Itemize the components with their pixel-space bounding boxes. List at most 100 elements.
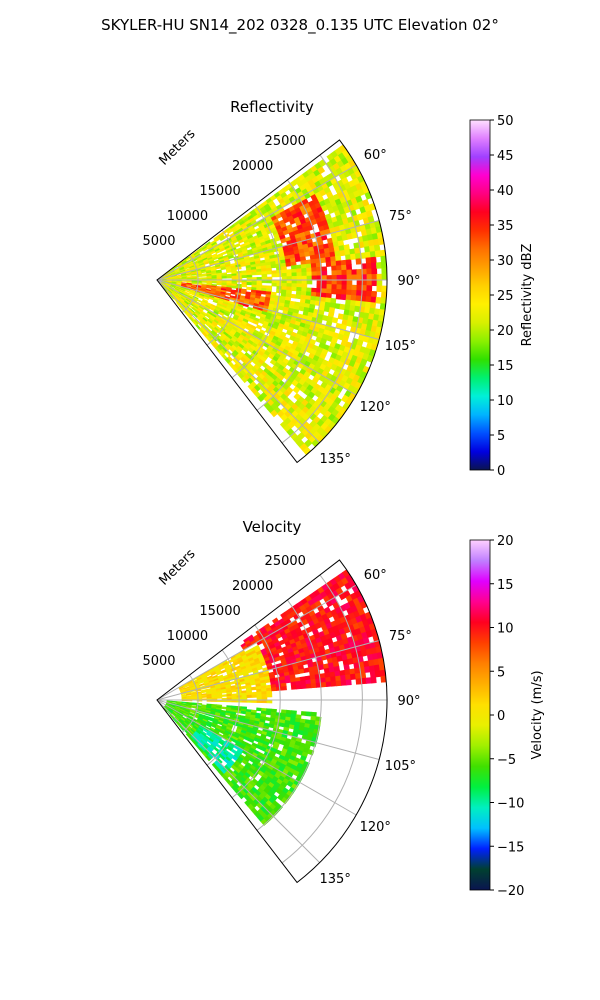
radar-cell <box>221 276 228 279</box>
radar-cell <box>203 296 210 301</box>
radar-cell <box>296 272 303 277</box>
radar-cell <box>326 288 333 295</box>
colorbar-tick-label: 10 <box>497 622 514 637</box>
radar-cell <box>216 696 223 699</box>
angle-tick-label: 60° <box>364 568 387 583</box>
radar-cell <box>326 275 333 281</box>
colorbar-tick-label: 20 <box>497 324 514 339</box>
radar-cell <box>345 294 352 301</box>
radar-cell <box>266 270 273 275</box>
colorbar-tick-label: 15 <box>497 359 514 374</box>
radar-cell <box>346 284 353 291</box>
radar-cell <box>320 681 327 688</box>
radar-cell <box>301 283 308 289</box>
radar-cell <box>305 711 312 717</box>
radar-cell <box>331 270 338 276</box>
radar-cell <box>371 268 378 275</box>
radar-cell <box>191 282 198 285</box>
radar-cell <box>221 706 227 710</box>
radar-cell <box>340 679 347 686</box>
range-tick-label: 25000 <box>265 554 306 569</box>
radar-cell <box>281 282 288 288</box>
radar-cell <box>201 274 208 277</box>
colorbar-tick-label: 50 <box>497 114 514 129</box>
radar-cell <box>330 256 337 263</box>
radar-cell <box>186 280 193 283</box>
radar-cell <box>371 279 378 287</box>
radar-cell <box>257 394 265 403</box>
radar-cell <box>370 256 377 264</box>
colorbar-tick-label: 40 <box>497 184 514 199</box>
radar-cell <box>295 294 302 300</box>
angle-tick-label: 60° <box>364 148 387 163</box>
radar-cell <box>276 269 283 275</box>
radar-cell <box>356 284 363 292</box>
radar-cell <box>260 290 267 295</box>
radar-cell <box>231 285 238 289</box>
radar-cell <box>226 269 232 274</box>
radar-cell <box>340 259 347 266</box>
angle-tick-label: 135° <box>320 452 351 467</box>
angle-tick-label: 105° <box>385 339 416 354</box>
radar-cell <box>310 262 317 269</box>
radar-cell <box>346 279 353 286</box>
radar-cell <box>291 283 298 288</box>
radar-cell <box>341 284 348 291</box>
radar-cell <box>225 288 232 293</box>
radar-cell <box>330 260 337 267</box>
radar-cell <box>281 276 288 281</box>
radar-cell <box>250 686 257 691</box>
radar-cell <box>376 279 383 287</box>
angle-tick-label: 120° <box>360 820 391 835</box>
radar-cell <box>373 244 381 252</box>
radar-cell <box>301 279 308 285</box>
radar-cell <box>256 271 263 276</box>
radar-cell <box>340 294 347 301</box>
radar-cell <box>321 279 328 285</box>
range-tick-label: 10000 <box>167 209 208 224</box>
radar-cell <box>330 676 337 683</box>
radar-cell <box>354 300 362 308</box>
radar-cell <box>331 274 338 281</box>
colorbar-tick-label: 0 <box>497 464 505 479</box>
radar-cell <box>270 409 278 418</box>
radar-cell <box>371 262 378 270</box>
radar-cell <box>336 279 343 286</box>
radar-cell <box>276 273 283 278</box>
radar-cell <box>241 274 248 279</box>
radar-cell <box>325 676 332 683</box>
radar-cell <box>381 267 387 275</box>
radar-cell <box>331 265 338 272</box>
radar-cell <box>336 274 343 281</box>
colorbar-tick-label: 25 <box>497 289 514 304</box>
radar-cell <box>341 274 348 281</box>
radar-cell <box>376 285 383 293</box>
radar-cell <box>326 279 333 285</box>
radar-cell <box>331 288 338 295</box>
range-tick-label: 20000 <box>232 159 273 174</box>
radar-cell <box>270 263 277 269</box>
radar-cell <box>321 284 328 290</box>
angle-tick-label: 90° <box>397 694 420 709</box>
radar-cell <box>201 695 208 698</box>
radar-cell <box>370 676 377 684</box>
colorbar-tick-label: 20 <box>497 534 514 549</box>
colorbar-tick-label: 45 <box>497 149 514 164</box>
radar-cell <box>349 300 357 307</box>
radar-cell <box>271 687 277 692</box>
radar-cell <box>250 681 257 686</box>
radar-cell <box>320 677 327 684</box>
radar-cell <box>317 166 326 175</box>
radar-cell <box>301 267 308 273</box>
radar-cell <box>240 290 247 295</box>
colorbar-tick-label: 35 <box>497 219 514 234</box>
radar-cell <box>231 689 237 693</box>
radar-cell <box>346 264 353 271</box>
radar-cell <box>285 262 292 267</box>
radar-cell <box>351 284 358 291</box>
radar-cell <box>351 289 358 297</box>
radar-cell <box>201 280 208 283</box>
radar-cell <box>306 267 313 273</box>
angle-tick-label: 75° <box>389 629 412 644</box>
